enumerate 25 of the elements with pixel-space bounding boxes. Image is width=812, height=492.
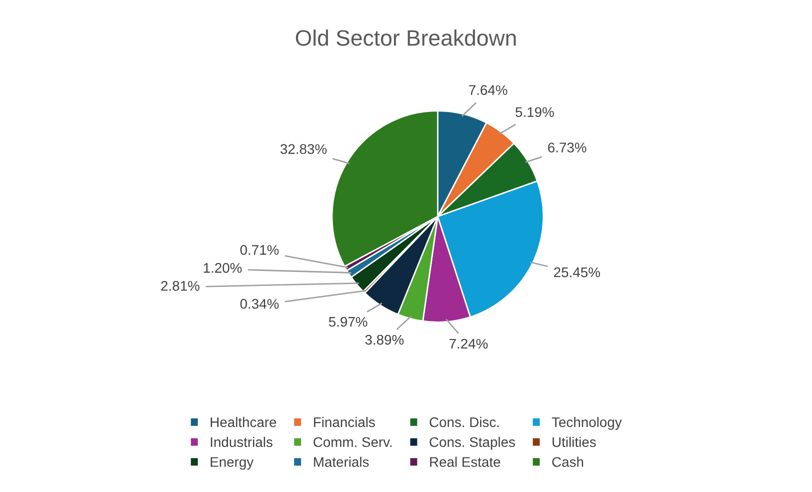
legend-label: Energy <box>210 457 254 470</box>
data-label: 1.20% <box>204 262 242 273</box>
data-label: 0.34% <box>240 298 279 309</box>
legend-label: Utilities <box>552 436 596 448</box>
data-label: 5.97% <box>328 316 368 327</box>
legend-label: Cons. Disc. <box>430 416 499 428</box>
legend-label: Financials <box>314 416 375 428</box>
data-label: 7.24% <box>450 338 488 349</box>
data-label: 0.71% <box>240 245 279 255</box>
legend-label: Technology <box>552 416 622 430</box>
data-label: 2.81% <box>161 280 200 291</box>
data-label: 6.73% <box>548 142 586 152</box>
legend-label: Cash <box>552 456 584 467</box>
data-label: 5.19% <box>516 107 554 118</box>
data-label: 32.83% <box>280 144 327 154</box>
legend-label: Comm. Serv. <box>314 437 392 448</box>
data-label: 25.45% <box>554 267 600 278</box>
chart-title: Old Sector Breakdown <box>296 30 516 46</box>
legend-label: Real Estate <box>430 456 500 467</box>
legend-label: Industrials <box>210 436 272 448</box>
legend-label: Healthcare <box>210 416 276 428</box>
data-label: 7.64% <box>469 85 508 95</box>
data-label: 3.89% <box>365 334 404 345</box>
legend-label: Cons. Staples <box>430 436 515 450</box>
legend-label: Materials <box>314 456 369 467</box>
